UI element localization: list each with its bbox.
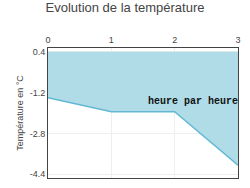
svg-text:0.4: 0.4 [33, 47, 46, 57]
svg-text:1: 1 [109, 35, 114, 45]
svg-text:Evolution de la température: Evolution de la température [46, 0, 205, 15]
svg-text:2: 2 [172, 35, 177, 45]
svg-text:Température en °C: Température en °C [15, 75, 25, 151]
svg-text:-2.8: -2.8 [30, 129, 46, 139]
svg-text:heure par heure: heure par heure [148, 96, 238, 107]
svg-text:3: 3 [235, 35, 240, 45]
svg-text:-4.4: -4.4 [30, 169, 46, 179]
svg-text:-1.2: -1.2 [30, 88, 46, 98]
svg-text:0: 0 [45, 35, 50, 45]
